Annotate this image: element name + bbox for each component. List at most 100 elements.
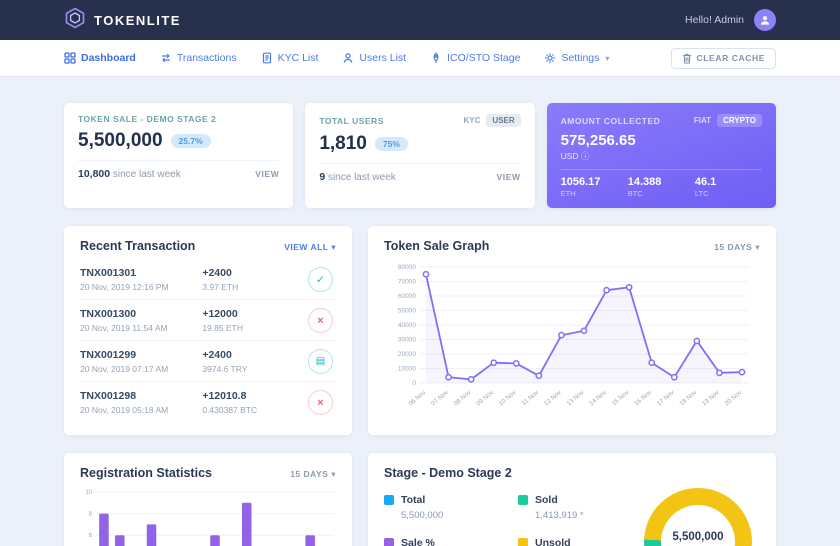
legend-sale-pct: Sale % 25.7% Sold xyxy=(384,537,500,546)
svg-text:70000: 70000 xyxy=(398,279,416,286)
trash-icon xyxy=(682,53,691,64)
grid-icon xyxy=(64,52,76,64)
nav-label: ICO/STO Stage xyxy=(447,52,521,64)
transaction-status-icon[interactable]: × xyxy=(308,308,333,333)
svg-text:10000: 10000 xyxy=(398,366,416,373)
registration-chart: 0246810 xyxy=(85,490,334,546)
nav-item-users-list[interactable]: Users List xyxy=(342,52,406,64)
recent-transactions-title: Recent Transaction xyxy=(80,239,196,253)
nav-item-settings[interactable]: Settings ▾ xyxy=(544,52,609,64)
chevron-down-icon: ▾ xyxy=(755,242,760,252)
nav-item-transactions[interactable]: Transactions xyxy=(160,52,237,64)
svg-text:20 Nov: 20 Nov xyxy=(724,389,744,408)
top-bar: TOKENLITE Hello! Admin xyxy=(0,0,840,40)
coin-btc: 14.388 BTC xyxy=(627,176,662,198)
token-sale-view-link[interactable]: VIEW xyxy=(255,169,280,179)
total-users-value: 1,810 xyxy=(319,133,367,154)
stage-donut: 5,500,000 TLE xyxy=(644,488,752,546)
svg-text:13 Nov: 13 Nov xyxy=(566,389,586,408)
dashboard-content: TOKEN SALE - DEMO STAGE 2 5,500,000 25.7… xyxy=(0,77,840,546)
token-sale-card: TOKEN SALE - DEMO STAGE 2 5,500,000 25.7… xyxy=(64,103,294,208)
nav-item-kyc-list[interactable]: KYC List xyxy=(261,52,319,64)
transaction-status-icon[interactable]: ▤ xyxy=(308,349,333,374)
main-nav: Dashboard Transactions KYC List Users Li… xyxy=(0,40,840,77)
info-icon: ⓘ xyxy=(580,151,590,161)
nav-label: Users List xyxy=(359,52,407,64)
chevron-down-icon: ▾ xyxy=(331,242,336,252)
nav-label: Settings xyxy=(561,52,600,64)
amount-collected-card: AMOUNT COLLECTED FIAT CRYPTO 575,256.65 … xyxy=(546,103,776,208)
legend-total: Total 5,500,000 xyxy=(384,494,500,521)
svg-text:6: 6 xyxy=(89,533,93,539)
svg-text:50000: 50000 xyxy=(398,308,416,315)
nav-item-ico-sto-stage[interactable]: ICO/STO Stage xyxy=(430,52,520,64)
svg-text:30000: 30000 xyxy=(398,337,416,344)
total-users-title: TOTAL USERS xyxy=(319,115,384,126)
file-icon xyxy=(262,52,271,64)
amount-collected-value: 575,256.65 xyxy=(560,132,636,149)
gear-icon xyxy=(545,53,556,63)
svg-text:12 Nov: 12 Nov xyxy=(543,389,563,408)
users-icon xyxy=(344,53,353,63)
transaction-status-icon[interactable]: ✓ xyxy=(308,267,333,292)
svg-text:17 Nov: 17 Nov xyxy=(656,389,676,408)
period-selector[interactable]: 15 DAYS ▾ xyxy=(290,469,336,479)
clear-cache-button[interactable]: CLEAR CACHE xyxy=(670,47,776,69)
rocket-icon xyxy=(433,52,439,63)
total-users-delta: 9 since last week xyxy=(319,171,396,183)
brand[interactable]: TOKENLITE xyxy=(64,7,181,34)
swap-icon xyxy=(161,53,170,63)
svg-text:60000: 60000 xyxy=(398,293,416,300)
transaction-row[interactable]: TNX001300 20 Nov, 2019 11:54 AM +12000 19.… xyxy=(80,300,336,341)
legend-swatch-unsold xyxy=(518,538,528,546)
chevron-down-icon: ▾ xyxy=(605,53,610,63)
legend-swatch-total xyxy=(384,495,394,505)
view-all-link[interactable]: VIEW ALL ▾ xyxy=(284,242,336,252)
registration-statistics-card: Registration Statistics 15 DAYS ▾ 024681… xyxy=(64,453,352,546)
nav-label: Dashboard xyxy=(81,52,136,64)
user-icon xyxy=(760,16,770,25)
svg-text:0: 0 xyxy=(412,380,416,387)
svg-text:14 Nov: 14 Nov xyxy=(588,389,608,408)
transaction-row[interactable]: TNX001298 20 Nov, 2019 05:18 AM +12010.8 0… xyxy=(80,382,336,422)
transaction-row[interactable]: TNX001301 20 Nov, 2019 12:16 PM +2400 3.97… xyxy=(80,259,336,300)
coin-ltc: 46.1 LTC xyxy=(694,176,717,198)
total-users-view-link[interactable]: VIEW xyxy=(496,172,521,182)
token-sale-percent-badge: 25.7% xyxy=(170,134,211,148)
token-sale-graph-card: Token Sale Graph 15 DAYS ▾ 0 10000 20000 30… xyxy=(368,226,776,435)
token-sale-value: 5,500,000 xyxy=(78,130,163,151)
user-toggle[interactable]: USER xyxy=(486,114,521,127)
user-avatar[interactable] xyxy=(754,9,776,31)
total-users-percent-badge: 75% xyxy=(374,137,408,151)
svg-text:09 Nov: 09 Nov xyxy=(475,389,495,408)
svg-text:10: 10 xyxy=(85,490,92,496)
legend-sold: Sold 1,413,919 * xyxy=(518,494,634,521)
svg-text:18 Nov: 18 Nov xyxy=(678,389,698,408)
token-sale-chart: 0 10000 20000 30000 40000 50000 60000 70000 8000… xyxy=(398,264,748,408)
svg-text:06 Nov: 06 Nov xyxy=(408,389,428,408)
svg-text:8: 8 xyxy=(89,512,93,518)
nav-label: KYC List xyxy=(277,52,319,64)
amount-collected-title: AMOUNT COLLECTED xyxy=(560,115,661,126)
crypto-toggle[interactable]: CRYPTO xyxy=(717,114,762,127)
greeting-text: Hello! Admin xyxy=(685,14,744,26)
svg-text:20000: 20000 xyxy=(398,351,416,358)
chevron-down-icon: ▾ xyxy=(331,469,336,479)
svg-text:19 Nov: 19 Nov xyxy=(701,389,721,408)
recent-transactions-card: Recent Transaction VIEW ALL ▾ TNX001301 2… xyxy=(64,226,352,435)
brand-logo-icon xyxy=(64,7,86,34)
stage-card: Stage - Demo Stage 2 Total 5,500,000 Sol… xyxy=(368,453,776,546)
period-selector[interactable]: 15 DAYS ▾ xyxy=(714,242,760,252)
total-users-card: TOTAL USERS KYC USER 1,810 75% 9 since l… xyxy=(305,103,535,208)
legend-swatch-sale-pct xyxy=(384,538,394,546)
svg-text:08 Nov: 08 Nov xyxy=(453,389,473,408)
transaction-row[interactable]: TNX001299 20 Nov, 2019 07:17 AM +2400 3974… xyxy=(80,341,336,382)
fiat-toggle[interactable]: FIAT xyxy=(693,116,712,125)
token-sale-graph-title: Token Sale Graph xyxy=(384,239,490,253)
nav-item-dashboard[interactable]: Dashboard xyxy=(64,52,136,64)
transaction-status-icon[interactable]: × xyxy=(308,390,333,415)
svg-text:10 Nov: 10 Nov xyxy=(498,389,518,408)
kyc-toggle[interactable]: KYC xyxy=(463,116,481,125)
svg-text:16 Nov: 16 Nov xyxy=(633,389,653,408)
svg-text:80000: 80000 xyxy=(398,264,416,271)
